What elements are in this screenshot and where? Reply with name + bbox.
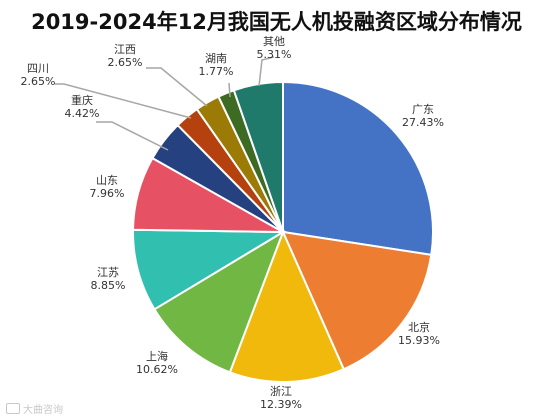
pie-slice <box>232 80 284 233</box>
pie-slice <box>132 228 287 311</box>
slice-label-name: 其他 <box>263 35 285 48</box>
slice-label-name: 上海 <box>146 349 168 363</box>
slice-label-value: 4.42% <box>65 107 100 120</box>
slice-label-value: 7.96% <box>90 187 125 200</box>
pie-slice <box>282 80 434 257</box>
watermark-logo-icon <box>6 403 20 414</box>
slice-label-value: 8.85% <box>91 279 126 292</box>
leader-line <box>55 83 192 119</box>
slice-label-name: 山东 <box>96 174 118 187</box>
pie-slice <box>281 230 433 371</box>
slice-label-name: 江苏 <box>97 266 119 279</box>
slice-label-value: 27.43% <box>402 116 444 129</box>
leader-line <box>258 56 275 87</box>
pie-slice <box>153 229 285 374</box>
slice-label-name: 广东 <box>412 103 434 116</box>
leader-line <box>228 82 231 98</box>
leader-line <box>96 121 169 151</box>
slice-label-name: 北京 <box>408 320 430 334</box>
pie-slice <box>228 229 346 383</box>
slice-label-value: 2.65% <box>21 75 56 88</box>
slice-label-value: 15.93% <box>398 334 440 347</box>
slice-label-value: 2.65% <box>108 56 143 69</box>
slice-label-value: 10.62% <box>136 363 178 376</box>
slice-label-name: 江西 <box>114 43 136 56</box>
slice-label-name: 浙江 <box>270 385 292 398</box>
slice-label-name: 四川 <box>27 62 49 75</box>
chart-title: 2019-2024年12月我国无人机投融资区域分布情况 <box>31 10 522 34</box>
slice-label-value: 12.39% <box>260 398 302 411</box>
watermark-text: 大曲咨询 <box>23 405 63 416</box>
slice-label-value: 1.77% <box>199 65 234 78</box>
slice-label-name: 湖南 <box>205 52 227 65</box>
slice-label-name: 重庆 <box>71 93 93 107</box>
slice-label-value: 5.31% <box>257 48 292 61</box>
leader-line <box>146 67 208 107</box>
watermark: 大曲咨询 <box>6 401 63 416</box>
